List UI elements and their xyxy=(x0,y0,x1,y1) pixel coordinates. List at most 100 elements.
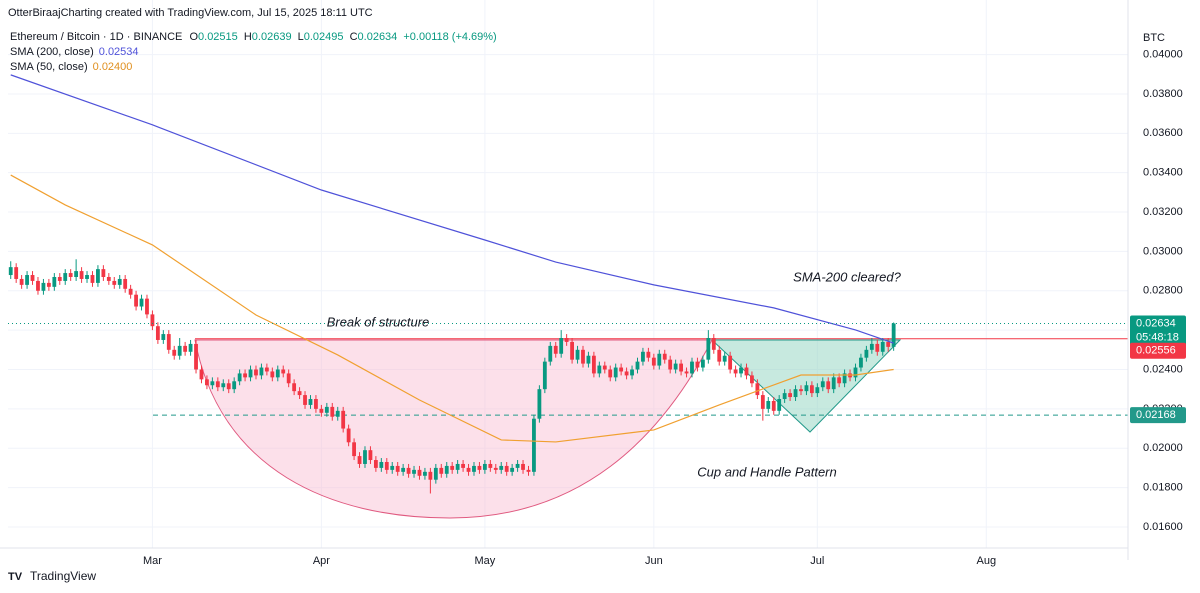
candle-body xyxy=(575,349,580,360)
y-tick-label: 0.01800 xyxy=(1143,481,1183,493)
symbol: Ethereum / Bitcoin · 1D · BINANCE xyxy=(10,31,182,43)
candle-body xyxy=(373,460,378,468)
candle-body xyxy=(668,359,673,370)
ohlc-key: O xyxy=(189,31,198,43)
y-tick-label: 0.02400 xyxy=(1143,363,1183,375)
candle-body xyxy=(226,383,231,390)
candle-body xyxy=(412,469,416,474)
y-tick-label: 0.03200 xyxy=(1143,206,1183,218)
candle-body xyxy=(684,371,689,374)
annotation: Cup and Handle Pattern xyxy=(697,464,836,479)
legend-name: SMA (50, close) xyxy=(10,61,88,73)
ohlc-key: H xyxy=(244,31,252,43)
x-tick-label: Jul xyxy=(810,555,824,567)
candle-body xyxy=(570,341,574,360)
candle-body xyxy=(36,280,40,291)
candle-body xyxy=(166,334,171,350)
annotation: Break of structure xyxy=(327,314,430,329)
candle-body xyxy=(804,385,809,392)
candle-body xyxy=(433,467,438,480)
candle-body xyxy=(85,275,89,279)
candle-body xyxy=(254,369,258,376)
candle-body xyxy=(521,463,525,470)
candle-body xyxy=(711,338,716,350)
candle-body xyxy=(390,465,395,470)
candle-body xyxy=(815,387,820,394)
candle-body xyxy=(809,385,814,394)
candle-body xyxy=(662,353,667,360)
price-badge xyxy=(1130,342,1186,359)
candle-body xyxy=(859,357,863,368)
candle-body xyxy=(455,463,460,470)
candle-body xyxy=(771,400,776,411)
candle-body xyxy=(853,367,858,378)
candle-body xyxy=(123,278,128,289)
candle-body xyxy=(510,467,515,472)
candle-body xyxy=(602,365,607,370)
cup-shape xyxy=(194,339,713,519)
candle-body xyxy=(837,377,842,384)
candle-body xyxy=(450,465,455,470)
candle-body xyxy=(79,271,84,279)
candle-body xyxy=(286,373,291,384)
candle-body xyxy=(41,282,46,291)
candle-body xyxy=(586,355,591,364)
candle-body xyxy=(826,381,831,390)
header: OtterBiraajCharting created with Trading… xyxy=(8,7,373,19)
candle-body xyxy=(820,381,825,388)
ohlc-value: 0.02495 xyxy=(304,31,344,43)
candle-body xyxy=(275,369,280,378)
candle-body xyxy=(357,456,362,464)
candle-body xyxy=(526,469,531,472)
candle-body xyxy=(690,361,694,374)
ohlc-value: 0.02639 xyxy=(252,31,292,43)
ohlc-value: 0.02515 xyxy=(198,31,238,43)
candle-body xyxy=(150,314,155,327)
y-tick-label: 0.02000 xyxy=(1143,442,1183,454)
candle-body xyxy=(194,343,198,370)
ohlc-key: L xyxy=(298,31,304,43)
price-badge-label: 0.02556 xyxy=(1136,345,1176,357)
ohlc-key: C xyxy=(350,31,358,43)
legend-entry: SMA (50, close) 0.02400 xyxy=(10,61,132,73)
candle-body xyxy=(564,338,569,342)
currency: BTC xyxy=(1143,32,1165,44)
candle-body xyxy=(308,399,313,405)
candle-body xyxy=(30,275,35,281)
candle-body xyxy=(651,357,656,366)
candle-body xyxy=(679,363,683,372)
candle-body xyxy=(591,355,596,374)
y-tick-label: 0.03000 xyxy=(1143,245,1183,257)
x-tick-label: Mar xyxy=(143,555,162,567)
candle-body xyxy=(270,371,275,378)
candle-body xyxy=(188,343,193,352)
candle-body xyxy=(259,367,264,376)
candle-body xyxy=(139,298,144,307)
candle-body xyxy=(297,391,302,396)
candle-body xyxy=(248,369,253,378)
price-badge-label: 0.02168 xyxy=(1136,409,1176,421)
candle-body xyxy=(314,399,318,409)
price-badge xyxy=(1130,315,1186,346)
candle-body xyxy=(199,369,204,380)
candle-body xyxy=(368,450,373,461)
sma-line xyxy=(10,174,894,443)
candle-body xyxy=(155,326,160,340)
candle-body xyxy=(243,373,247,378)
candle-body xyxy=(68,273,73,277)
candle-body xyxy=(646,351,651,358)
candle-body xyxy=(134,294,138,307)
candle-body xyxy=(161,334,166,340)
candle-body xyxy=(700,359,705,368)
candle-body xyxy=(237,373,242,382)
y-tick-label: 0.01600 xyxy=(1143,521,1183,533)
candle-body xyxy=(695,361,700,368)
candle-body xyxy=(128,288,133,295)
candle-body xyxy=(330,406,335,417)
candle-body xyxy=(401,467,406,472)
candle-body xyxy=(482,463,487,470)
candle-body xyxy=(319,408,324,413)
candle-body xyxy=(624,371,629,376)
legend-name: SMA (200, close) xyxy=(10,46,94,58)
